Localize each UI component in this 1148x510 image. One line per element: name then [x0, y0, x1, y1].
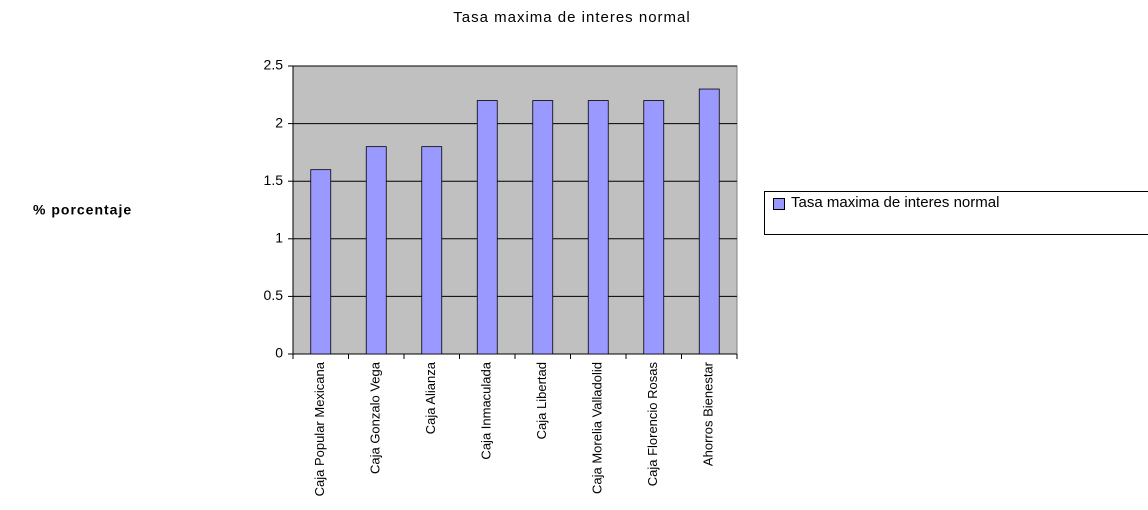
legend: Tasa maxima de interes normal [764, 191, 1148, 235]
bar [310, 169, 332, 355]
bar [698, 88, 720, 355]
x-tick-label: Caja Morelia Valladolid [590, 362, 605, 494]
y-tick-label: 0 [275, 345, 283, 361]
y-axis-label: % porcentaje [33, 202, 132, 218]
x-tick-label: Caja Alianza [423, 361, 438, 434]
bar [532, 100, 554, 355]
y-tick-label: 2 [275, 114, 283, 130]
y-tick-label: 2.5 [264, 57, 284, 73]
bar [476, 100, 498, 355]
chart-title: Tasa maxima de interes normal [453, 9, 690, 26]
plot-area [292, 65, 738, 355]
x-tick-label: Caja Gonzalo Vega [368, 361, 383, 474]
x-tick-label: Caja Libertad [534, 362, 549, 439]
x-tick-label: Caja Inmaculada [479, 361, 494, 459]
bar [643, 100, 665, 355]
bar [587, 100, 609, 355]
y-tick-label: 1.5 [264, 172, 284, 188]
legend-label: Tasa maxima de interes normal [791, 194, 1000, 211]
x-tick-label: Ahorros Bienestar [701, 361, 716, 466]
x-tick-label: Caja Popular Mexicana [312, 361, 327, 496]
legend-key [773, 198, 785, 210]
bar [365, 146, 387, 355]
y-tick-label: 1 [275, 230, 283, 246]
x-tick-label: Caja Florencio Rosas [645, 362, 660, 487]
bar [421, 146, 443, 355]
y-tick-label: 0.5 [264, 287, 284, 303]
